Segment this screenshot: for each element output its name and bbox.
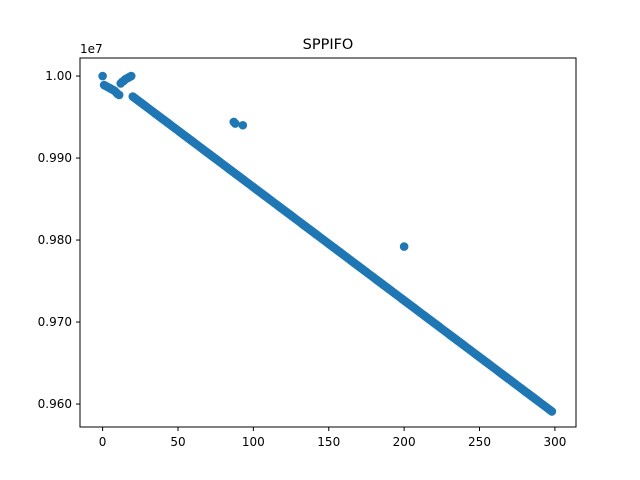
y-tick-label: 1.00	[45, 69, 72, 83]
data-point	[399, 242, 409, 251]
data-point	[238, 120, 248, 130]
y-tick-label: 0.960	[38, 397, 72, 411]
x-tick-label: 250	[468, 435, 491, 449]
x-tick-label: 50	[170, 435, 185, 449]
data-point	[230, 119, 240, 128]
x-tick-label: 200	[393, 435, 416, 449]
x-tick-label: 300	[543, 435, 566, 449]
data-point	[98, 71, 107, 81]
data-points	[98, 71, 557, 416]
chart-title: SPPIFO	[303, 37, 354, 53]
data-point	[547, 407, 557, 416]
x-tick-label: 0	[99, 435, 107, 449]
x-axis: 0 50 100 150 200 250 300	[99, 427, 566, 449]
data-point	[114, 90, 124, 100]
data-point	[126, 71, 136, 81]
y-axis: 0.960 0.970 0.980 0.990 1.00	[38, 69, 80, 411]
y-tick-label: 0.970	[38, 315, 72, 329]
y-tick-label: 0.980	[38, 233, 72, 247]
y-tick-label: 0.990	[38, 151, 72, 165]
x-tick-label: 100	[242, 435, 265, 449]
x-tick-label: 150	[317, 435, 340, 449]
y-offset-label: 1e7	[80, 42, 103, 56]
plot-frame	[79, 57, 577, 428]
